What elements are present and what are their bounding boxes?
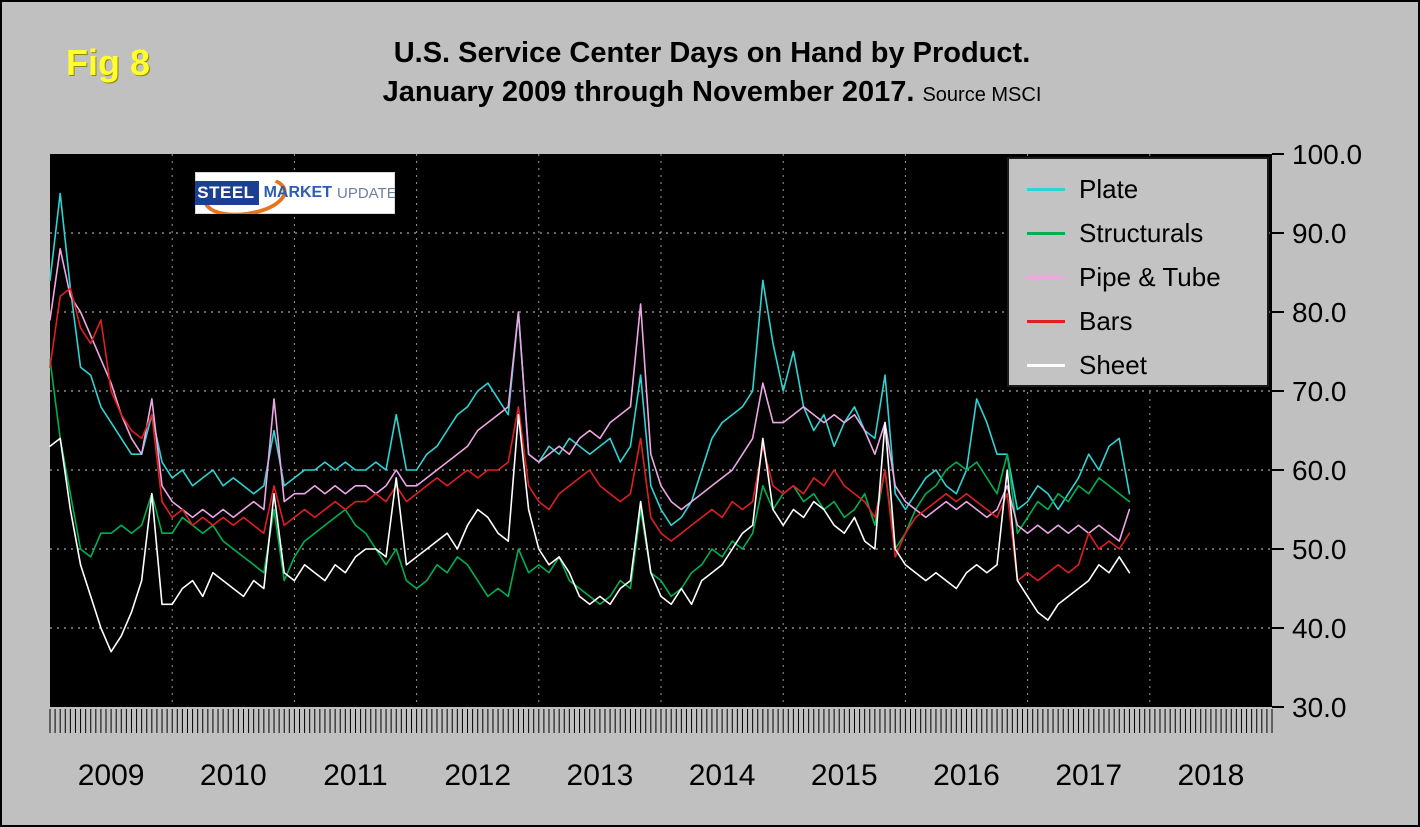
- legend-item-plate: Plate: [1027, 167, 1267, 211]
- legend-swatch-structurals: [1027, 231, 1065, 235]
- series-line-sheet: [49, 413, 1131, 653]
- chart-source-label: Source MSCI: [922, 84, 1042, 107]
- legend-item-pipe-tube: Pipe & Tube: [1027, 255, 1267, 299]
- chart-title-line1: U.S. Service Center Days on Hand by Prod…: [393, 37, 1031, 69]
- series-line-structurals: [49, 358, 1131, 606]
- legend-swatch-bars: [1027, 319, 1065, 323]
- x-axis-year-label: 2012: [444, 759, 511, 792]
- legend-label-structurals: Structurals: [1079, 217, 1204, 248]
- x-axis-year-label: 2014: [689, 759, 756, 792]
- x-axis-year-label: 2013: [567, 759, 634, 792]
- chart-title-line2: January 2009 through November 2017. Sourc…: [2, 73, 1418, 112]
- y-axis-label: 70.0: [1292, 376, 1347, 407]
- x-axis-year-label: 2016: [933, 759, 1000, 792]
- y-axis-label: 90.0: [1292, 218, 1347, 249]
- legend-label-pipe-tube: Pipe & Tube: [1079, 261, 1221, 292]
- series-line-plate: [49, 192, 1131, 527]
- legend-item-bars: Bars: [1027, 299, 1267, 343]
- y-axis-label: 50.0: [1292, 534, 1347, 565]
- steel-market-update-logo: STEEL MARKET UPDATE: [195, 172, 395, 214]
- figure-number-label: Fig 8: [66, 42, 151, 83]
- legend-swatch-plate: [1027, 187, 1065, 191]
- chart-title-line2-text: January 2009 through November 2017.: [382, 76, 915, 109]
- logo-word-steel: STEEL: [195, 181, 259, 205]
- x-axis-year-label: 2009: [78, 759, 145, 792]
- title-block: U.S. Service Center Days on Hand by Prod…: [2, 34, 1418, 112]
- y-axis-label: 100.0: [1292, 139, 1362, 170]
- legend-item-sheet: Sheet: [1027, 343, 1267, 387]
- legend-label-sheet: Sheet: [1079, 349, 1147, 380]
- legend-swatch-pipe-tube: [1027, 275, 1065, 279]
- logo-word-update: UPDATE: [337, 184, 395, 202]
- y-axis-label: 60.0: [1292, 455, 1347, 486]
- y-axis-label: 40.0: [1292, 613, 1347, 644]
- x-axis-year-label: 2010: [200, 759, 267, 792]
- legend-label-plate: Plate: [1079, 173, 1139, 204]
- x-axis-year-label: 2015: [811, 759, 878, 792]
- logo-word-market: MARKET: [263, 184, 332, 201]
- legend-label-bars: Bars: [1079, 305, 1133, 336]
- legend-item-structurals: Structurals: [1027, 211, 1267, 255]
- y-axis-label: 30.0: [1292, 692, 1347, 723]
- y-axis-label: 80.0: [1292, 297, 1347, 328]
- legend-swatch-sheet: [1027, 363, 1065, 367]
- x-axis-year-label: 2011: [323, 759, 388, 792]
- chart-legend: Plate Structurals Pipe & Tube Bars Sheet: [1007, 157, 1269, 387]
- x-axis-year-label: 2017: [1055, 759, 1122, 792]
- x-axis-year-label: 2018: [1178, 759, 1245, 792]
- series-line-pipe-tube: [49, 248, 1131, 542]
- series-line-bars: [49, 287, 1131, 582]
